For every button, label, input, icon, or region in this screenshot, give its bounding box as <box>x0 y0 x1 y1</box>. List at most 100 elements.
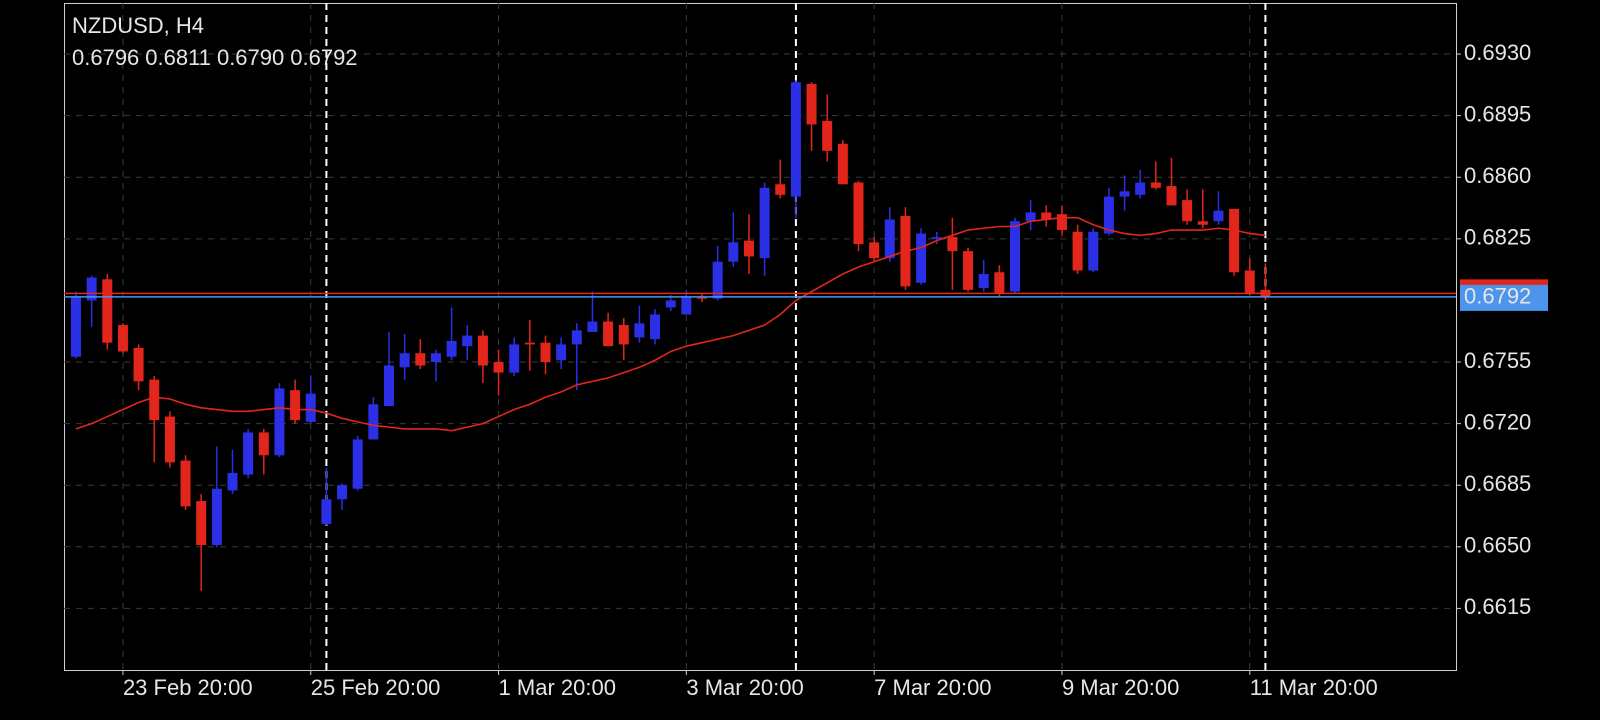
marks-layer <box>64 80 1456 591</box>
candle-body <box>853 182 864 245</box>
candle-body <box>1213 210 1224 222</box>
candle-body <box>712 261 723 299</box>
candle-body <box>822 120 833 151</box>
candle-body <box>337 485 348 500</box>
candle-body <box>430 353 441 363</box>
candle-body <box>697 296 707 299</box>
candle-body <box>477 335 488 366</box>
ask-price-box <box>1460 279 1548 288</box>
chart-title: NZDUSD, H4 <box>72 13 204 38</box>
candle-body <box>947 237 958 252</box>
candle-body <box>462 335 473 347</box>
ohlc-value: 0.6790 <box>217 45 284 70</box>
candle-body <box>102 279 113 343</box>
plot-frame <box>64 3 1457 671</box>
candle-body <box>618 325 629 345</box>
candle-body <box>603 321 614 347</box>
candle-body <box>446 340 457 357</box>
candle-body <box>587 321 598 333</box>
candle-body <box>368 404 379 440</box>
candle-body <box>806 83 817 125</box>
ohlc-value: 0.6811 <box>145 45 211 70</box>
candle-body <box>290 390 301 421</box>
candle-body <box>243 432 254 475</box>
candle-body <box>149 379 160 421</box>
candle-body <box>743 240 754 257</box>
y-tick-label: 0.6825 <box>1464 225 1531 250</box>
candle-body <box>493 362 504 373</box>
y-tick-label: 0.6755 <box>1464 348 1531 373</box>
x-tick-label: 3 Mar 20:00 <box>686 675 803 700</box>
x-tick-label: 23 Feb 20:00 <box>123 675 253 700</box>
moving-average-line <box>75 216 1266 432</box>
y-tick-label: 0.6860 <box>1464 163 1531 188</box>
candle-body <box>164 416 175 463</box>
candle-body <box>1135 182 1146 195</box>
candle-body <box>352 439 363 489</box>
candle-body <box>869 242 880 259</box>
bid-price-box <box>1460 284 1548 311</box>
candle-body <box>1182 200 1193 222</box>
x-tick-label: 11 Mar 20:00 <box>1250 675 1378 700</box>
candle-body <box>1072 231 1083 271</box>
candle-body <box>415 353 426 366</box>
candle-body <box>775 184 786 195</box>
candle-body <box>1197 221 1208 225</box>
candle-body <box>1088 231 1099 271</box>
candle-body <box>1025 212 1036 222</box>
candle-body <box>837 143 848 185</box>
candle-body <box>196 501 207 546</box>
candle-body <box>978 274 989 289</box>
candle-body <box>634 323 645 338</box>
candle-body <box>790 82 801 197</box>
bid-price-label: 0.6792 <box>1464 284 1531 309</box>
labels-layer: 0.6796 0.6811 0.6790 0.6792 0.69300.68950.68… <box>72 40 1548 700</box>
y-tick-label: 0.6615 <box>1464 594 1531 619</box>
candle-body <box>305 393 316 422</box>
y-tick-label: 0.6720 <box>1464 409 1531 434</box>
candle-body <box>399 353 410 368</box>
candle-body <box>321 499 332 524</box>
candle-body <box>86 277 97 301</box>
y-tick-label: 0.6895 <box>1464 101 1531 126</box>
candle-body <box>556 344 567 361</box>
candle-body <box>133 347 144 382</box>
candle-body <box>728 242 739 262</box>
candle-body <box>931 237 942 239</box>
candle-body <box>681 296 692 315</box>
candle-body <box>650 314 661 340</box>
candle-body <box>1010 221 1020 292</box>
x-tick-label: 9 Mar 20:00 <box>1062 675 1179 700</box>
candle-body <box>540 342 551 363</box>
candle-body <box>117 325 128 352</box>
y-tick-label: 0.6685 <box>1464 471 1531 496</box>
x-tick-label: 1 Mar 20:00 <box>499 675 616 700</box>
y-tick-label: 0.6650 <box>1464 533 1531 558</box>
candle-body <box>524 342 535 345</box>
candle-body <box>916 233 927 283</box>
candle-body <box>1056 214 1067 231</box>
candle-body <box>384 365 394 407</box>
candle-body <box>509 344 520 373</box>
candle-body <box>71 296 81 357</box>
y-tick-label: 0.6930 <box>1464 40 1531 65</box>
candle-body <box>994 272 1005 294</box>
ohlc-value: 0.6792 <box>290 45 357 70</box>
candle-body <box>180 460 191 507</box>
candle-body <box>759 187 770 259</box>
candle-body <box>227 472 238 491</box>
candle-body <box>665 300 676 308</box>
candle-body <box>1166 186 1177 206</box>
candle-body <box>884 219 895 259</box>
candle-body <box>258 432 269 456</box>
candle-body <box>1150 182 1161 188</box>
candle-body <box>1229 208 1240 273</box>
candle-body <box>571 330 582 345</box>
ohlc-value: 0.6796 <box>72 45 139 70</box>
candle-body <box>1041 212 1052 220</box>
candle-body <box>1244 270 1255 294</box>
x-tick-label: 25 Feb 20:00 <box>311 675 441 700</box>
candle-body <box>211 488 222 546</box>
